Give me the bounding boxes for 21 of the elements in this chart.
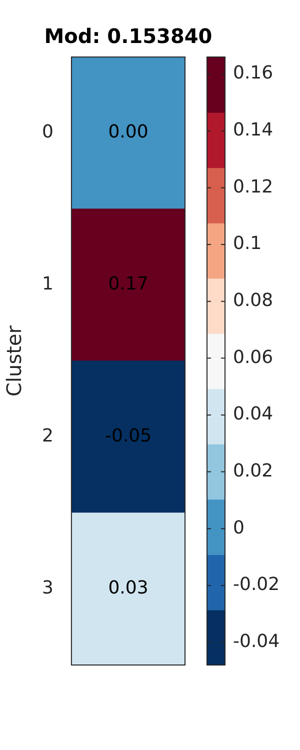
color-bar-label: 0.12 xyxy=(233,176,274,198)
y-tick-label: 3 xyxy=(42,578,54,599)
color-bar-label: 0.04 xyxy=(233,404,274,425)
color-bar-label: 0.08 xyxy=(233,290,274,312)
color-bar-label: 0.14 xyxy=(233,120,274,141)
chart-title: Mod: 0.153840 xyxy=(44,24,212,48)
color-bar-label: 0.02 xyxy=(233,460,274,482)
y-axis-title: Cluster xyxy=(2,324,26,396)
data-label: 0.17 xyxy=(108,274,148,295)
y-tick-label: 2 xyxy=(42,426,54,447)
color-bar-label: 0.06 xyxy=(233,346,274,368)
color-bar-label: -0.02 xyxy=(233,574,280,596)
data-label: 0.03 xyxy=(108,578,148,599)
data-label: 0.00 xyxy=(108,122,148,143)
y-tick-label: 0 xyxy=(42,122,54,143)
color-bar-label: 0 xyxy=(233,517,244,538)
color-bar-label: 0.16 xyxy=(233,62,274,84)
y-tick-label: 1 xyxy=(42,274,54,295)
data-label: -0.05 xyxy=(104,426,152,447)
color-bar-label: -0.04 xyxy=(233,630,280,652)
color-bar-label: 0.1 xyxy=(233,233,262,254)
